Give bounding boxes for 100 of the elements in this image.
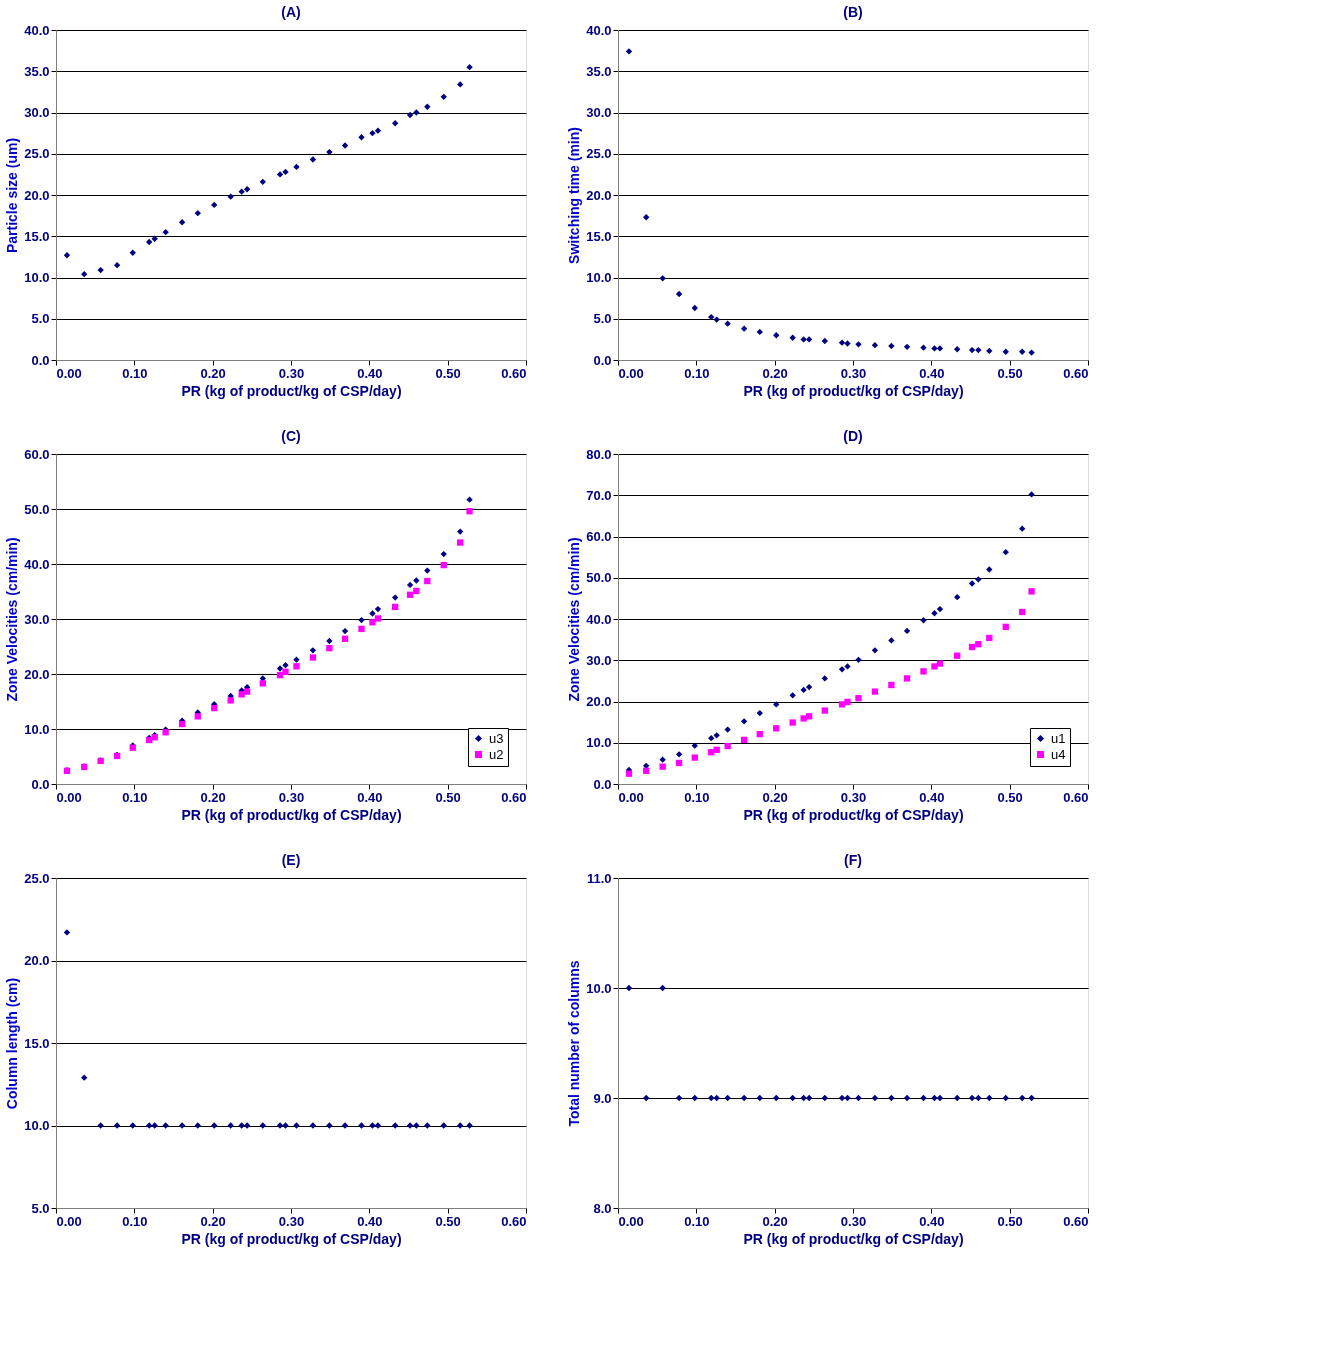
y-axis-title: Column length (cm): [4, 977, 21, 1110]
x-tick-label: 0.30: [840, 365, 867, 381]
y-tick-label: 15.0: [586, 228, 612, 244]
y-tick-label: 25.0: [24, 146, 50, 162]
y-tick-label: 11.0: [586, 870, 612, 886]
chart-title: (A): [281, 4, 301, 20]
x-axis-title: PR (kg of product/kg of CSP/day): [743, 806, 964, 823]
y-tick-label: 20.0: [24, 187, 50, 203]
chart-title: (C): [281, 428, 301, 444]
x-tick-label: 0.30: [840, 1213, 867, 1229]
chart-title: (E): [281, 852, 301, 868]
y-tick-label: 5.0: [31, 1200, 50, 1216]
x-axis-title: PR (kg of product/kg of CSP/day): [181, 382, 402, 399]
y-tick-label: 0.0: [593, 352, 612, 368]
y-tick-label: 40.0: [586, 22, 612, 38]
x-tick-label: 0.30: [840, 789, 867, 805]
y-tick-label: 20.0: [586, 187, 612, 203]
y-tick-label: 15.0: [24, 1035, 50, 1051]
y-tick-label: 30.0: [586, 105, 612, 120]
x-tick-label: 0.20: [762, 365, 788, 381]
legend-label: u2: [489, 746, 504, 762]
x-tick-label: 0.60: [1063, 789, 1089, 805]
y-tick-label: 10.0: [586, 270, 612, 285]
x-tick-label: 0.30: [278, 365, 305, 381]
chart-title: (F): [844, 852, 862, 868]
y-tick-label: 80.0: [586, 446, 612, 462]
y-tick-label: 20.0: [24, 953, 50, 968]
y-tick-label: 10.0: [586, 980, 612, 996]
y-tick-label: 25.0: [24, 870, 50, 886]
y-tick-label: 30.0: [24, 105, 50, 120]
y-tick-label: 0.0: [31, 776, 50, 792]
x-tick-label: 0.50: [997, 789, 1023, 805]
y-axis-title: Zone Velocities (cm/min): [566, 537, 583, 702]
x-tick-label: 0.50: [435, 1213, 461, 1229]
y-tick-label: 70.0: [586, 487, 612, 503]
x-tick-label: 0.60: [501, 1213, 527, 1229]
y-tick-label: 10.0: [24, 1118, 50, 1133]
x-axis-title: PR (kg of product/kg of CSP/day): [181, 1230, 402, 1247]
x-tick-label: 0.10: [122, 789, 148, 805]
legend-label: u3: [489, 730, 504, 746]
x-tick-label: 0.60: [501, 365, 527, 381]
x-tick-label: 0.50: [997, 365, 1023, 381]
x-tick-label: 0.40: [357, 789, 383, 805]
x-tick-label: 0.30: [278, 789, 305, 805]
x-tick-label: 0.60: [1063, 1213, 1089, 1229]
x-axis-title: PR (kg of product/kg of CSP/day): [743, 1230, 964, 1247]
y-tick-label: 0.0: [31, 352, 50, 368]
legend-label: u4: [1051, 746, 1066, 762]
y-tick-label: 60.0: [24, 446, 50, 462]
x-tick-label: 0.10: [684, 365, 710, 381]
x-tick-label: 0.20: [200, 365, 226, 381]
y-tick-label: 35.0: [24, 63, 50, 79]
x-tick-label: 0.40: [919, 789, 945, 805]
x-tick-label: 0.10: [684, 1213, 710, 1229]
x-tick-label: 0.50: [997, 1213, 1023, 1229]
y-axis-title: Particle size (um): [4, 137, 21, 254]
y-tick-label: 0.0: [593, 776, 612, 792]
y-axis-title: Total number of columns: [566, 960, 583, 1127]
y-axis-title: Switching time (min): [566, 127, 583, 264]
x-tick-label: 0.60: [1063, 365, 1089, 381]
y-tick-label: 5.0: [593, 311, 612, 327]
x-tick-label: 0.10: [122, 365, 148, 381]
x-tick-label: 0.40: [357, 1213, 383, 1229]
y-axis-title: Zone Velocities (cm/min): [4, 537, 21, 702]
y-tick-label: 40.0: [24, 22, 50, 38]
x-tick-label: 0.00: [618, 1213, 644, 1229]
x-tick-label: 0.00: [56, 1213, 82, 1229]
x-tick-label: 0.10: [684, 789, 710, 805]
y-tick-label: 50.0: [586, 570, 612, 586]
x-axis-title: PR (kg of product/kg of CSP/day): [181, 806, 402, 823]
x-tick-label: 0.20: [762, 1213, 788, 1229]
y-tick-label: 10.0: [586, 735, 612, 751]
y-tick-label: 35.0: [586, 63, 612, 79]
y-tick-label: 10.0: [24, 721, 50, 737]
y-tick-label: 25.0: [586, 146, 612, 162]
x-tick-label: 0.40: [919, 1213, 945, 1229]
x-tick-label: 0.40: [357, 365, 383, 381]
y-tick-label: 20.0: [24, 666, 50, 682]
x-axis-title: PR (kg of product/kg of CSP/day): [743, 382, 964, 399]
x-tick-label: 0.20: [762, 789, 788, 805]
y-tick-label: 40.0: [586, 611, 612, 627]
y-tick-label: 30.0: [586, 652, 612, 668]
chart-title: (B): [843, 4, 863, 20]
y-tick-label: 10.0: [24, 270, 50, 285]
y-tick-label: 20.0: [586, 694, 612, 709]
y-tick-label: 15.0: [24, 228, 50, 244]
x-tick-label: 0.10: [122, 1213, 148, 1229]
y-tick-label: 60.0: [586, 529, 612, 544]
x-tick-label: 0.00: [56, 365, 82, 381]
x-tick-label: 0.00: [618, 789, 644, 805]
x-tick-label: 0.00: [618, 365, 644, 381]
y-tick-label: 8.0: [593, 1200, 612, 1216]
x-tick-label: 0.20: [200, 1213, 226, 1229]
x-tick-label: 0.50: [435, 789, 461, 805]
x-tick-label: 0.00: [56, 789, 82, 805]
x-tick-label: 0.50: [435, 365, 461, 381]
x-tick-label: 0.60: [501, 789, 527, 805]
legend-label: u1: [1051, 730, 1066, 746]
x-tick-label: 0.20: [200, 789, 226, 805]
y-tick-label: 9.0: [593, 1090, 612, 1106]
